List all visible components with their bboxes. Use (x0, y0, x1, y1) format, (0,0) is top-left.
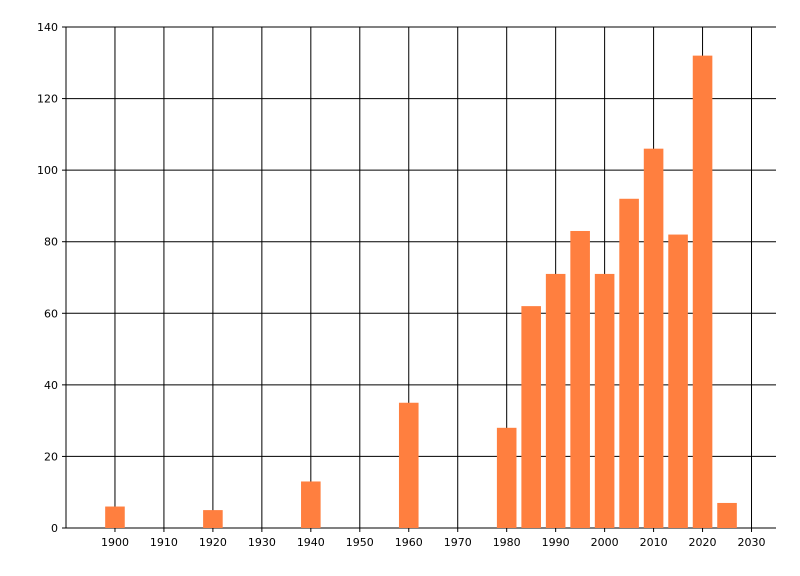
bar (521, 306, 541, 528)
bar (398, 402, 419, 528)
x-tick-label: 1930 (248, 536, 276, 549)
x-tick-label: 1920 (199, 536, 227, 549)
y-tick-label: 100 (37, 164, 58, 177)
bar (643, 148, 664, 528)
bar (668, 234, 688, 529)
x-tick-label: 1950 (346, 536, 374, 549)
x-tick-label: 1900 (101, 536, 129, 549)
x-tick-label: 2000 (591, 536, 619, 549)
bar (545, 273, 566, 528)
y-tick-label: 120 (37, 93, 58, 106)
y-tick-label: 0 (51, 522, 58, 535)
x-tick-label: 2030 (738, 536, 766, 549)
bar (619, 198, 639, 528)
x-tick-label: 1990 (542, 536, 570, 549)
x-tick-label: 1970 (444, 536, 472, 549)
bar (105, 506, 125, 528)
x-tick-label: 1960 (395, 536, 423, 549)
bar (594, 273, 615, 528)
bar (301, 481, 321, 528)
y-tick-label: 40 (44, 379, 58, 392)
bar (570, 230, 590, 528)
bar (203, 510, 223, 528)
x-tick-label: 2010 (640, 536, 668, 549)
x-tick-label: 1940 (297, 536, 325, 549)
y-tick-label: 140 (37, 21, 58, 34)
bar (717, 502, 737, 528)
y-tick-label: 80 (44, 236, 58, 249)
x-tick-label: 2020 (689, 536, 717, 549)
x-tick-label: 1980 (493, 536, 521, 549)
x-tick-label: 1910 (150, 536, 178, 549)
bar (496, 427, 517, 528)
y-tick-label: 60 (44, 307, 58, 320)
y-tick-label: 20 (44, 450, 58, 463)
bar (692, 55, 713, 528)
